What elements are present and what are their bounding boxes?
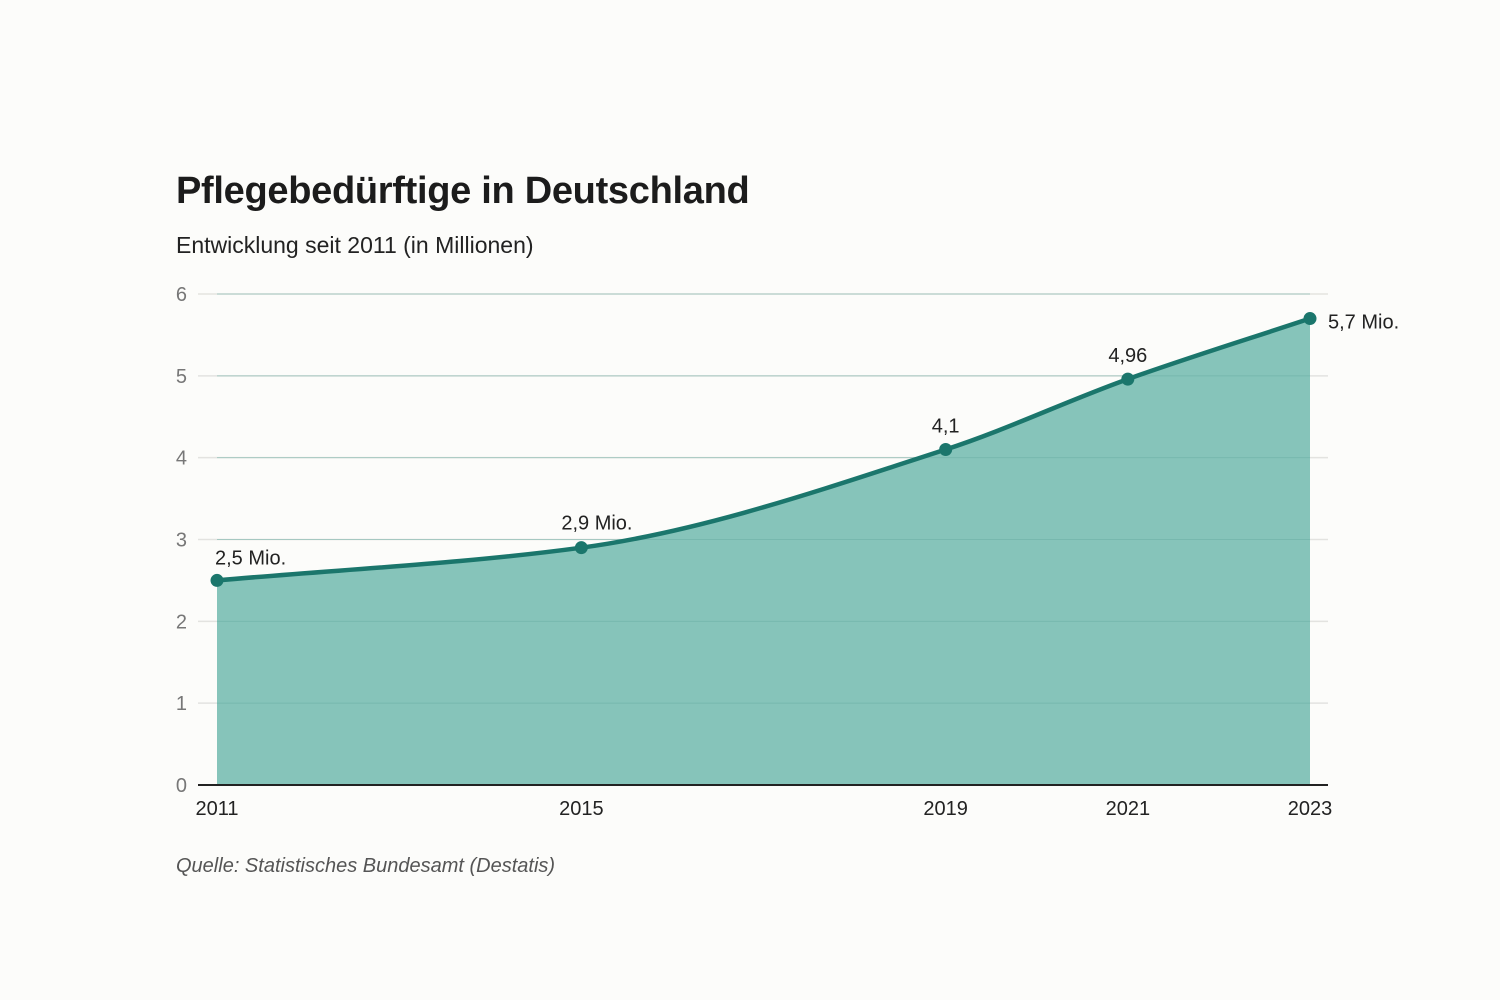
y-tick-label: 0 xyxy=(176,775,187,797)
data-point-2023 xyxy=(1303,312,1317,326)
y-tick-label: 5 xyxy=(176,366,187,388)
y-tick-label: 3 xyxy=(176,530,187,552)
data-label-2019: 4,1 xyxy=(932,415,960,437)
y-tick-label: 2 xyxy=(176,611,187,633)
data-label-2015: 2,9 Mio. xyxy=(561,513,632,535)
line-layer xyxy=(210,312,1317,587)
data-label-2023: 5,7 Mio. xyxy=(1328,312,1399,334)
series-line xyxy=(214,316,1313,583)
data-point-2011 xyxy=(210,573,224,587)
y-tick-label: 6 xyxy=(176,284,187,306)
x-tick-label: 2015 xyxy=(559,798,604,820)
data-point-2019 xyxy=(939,442,953,456)
data-point-2015 xyxy=(574,541,588,555)
labels: 0 1 2 3 4 5 6 2011 2015 2019 2021 2023 2,5 Mio. 2,9 M… xyxy=(176,284,1399,820)
chart-subtitle: Entwicklung seit 2011 (in Millionen) xyxy=(176,232,534,258)
y-tick-label: 4 xyxy=(176,448,187,470)
chart-title: Pflegebedürftige in Deutschland xyxy=(176,170,750,212)
x-tick-label: 2023 xyxy=(1288,798,1333,820)
area-fill xyxy=(217,318,1310,785)
source-note: Quelle: Statistisches Bundesamt (Destati… xyxy=(176,855,556,877)
area-layer xyxy=(217,318,1310,785)
data-point-2021 xyxy=(1121,372,1135,386)
x-tick-label: 2021 xyxy=(1106,798,1151,820)
data-label-2011: 2,5 Mio. xyxy=(215,547,286,569)
data-label-2021: 4,96 xyxy=(1108,345,1147,367)
gridlines-overlay xyxy=(217,293,1310,704)
y-tick-label: 1 xyxy=(176,693,187,715)
x-tick-label: 2019 xyxy=(923,798,968,820)
x-tick-label: 2011 xyxy=(195,798,238,820)
